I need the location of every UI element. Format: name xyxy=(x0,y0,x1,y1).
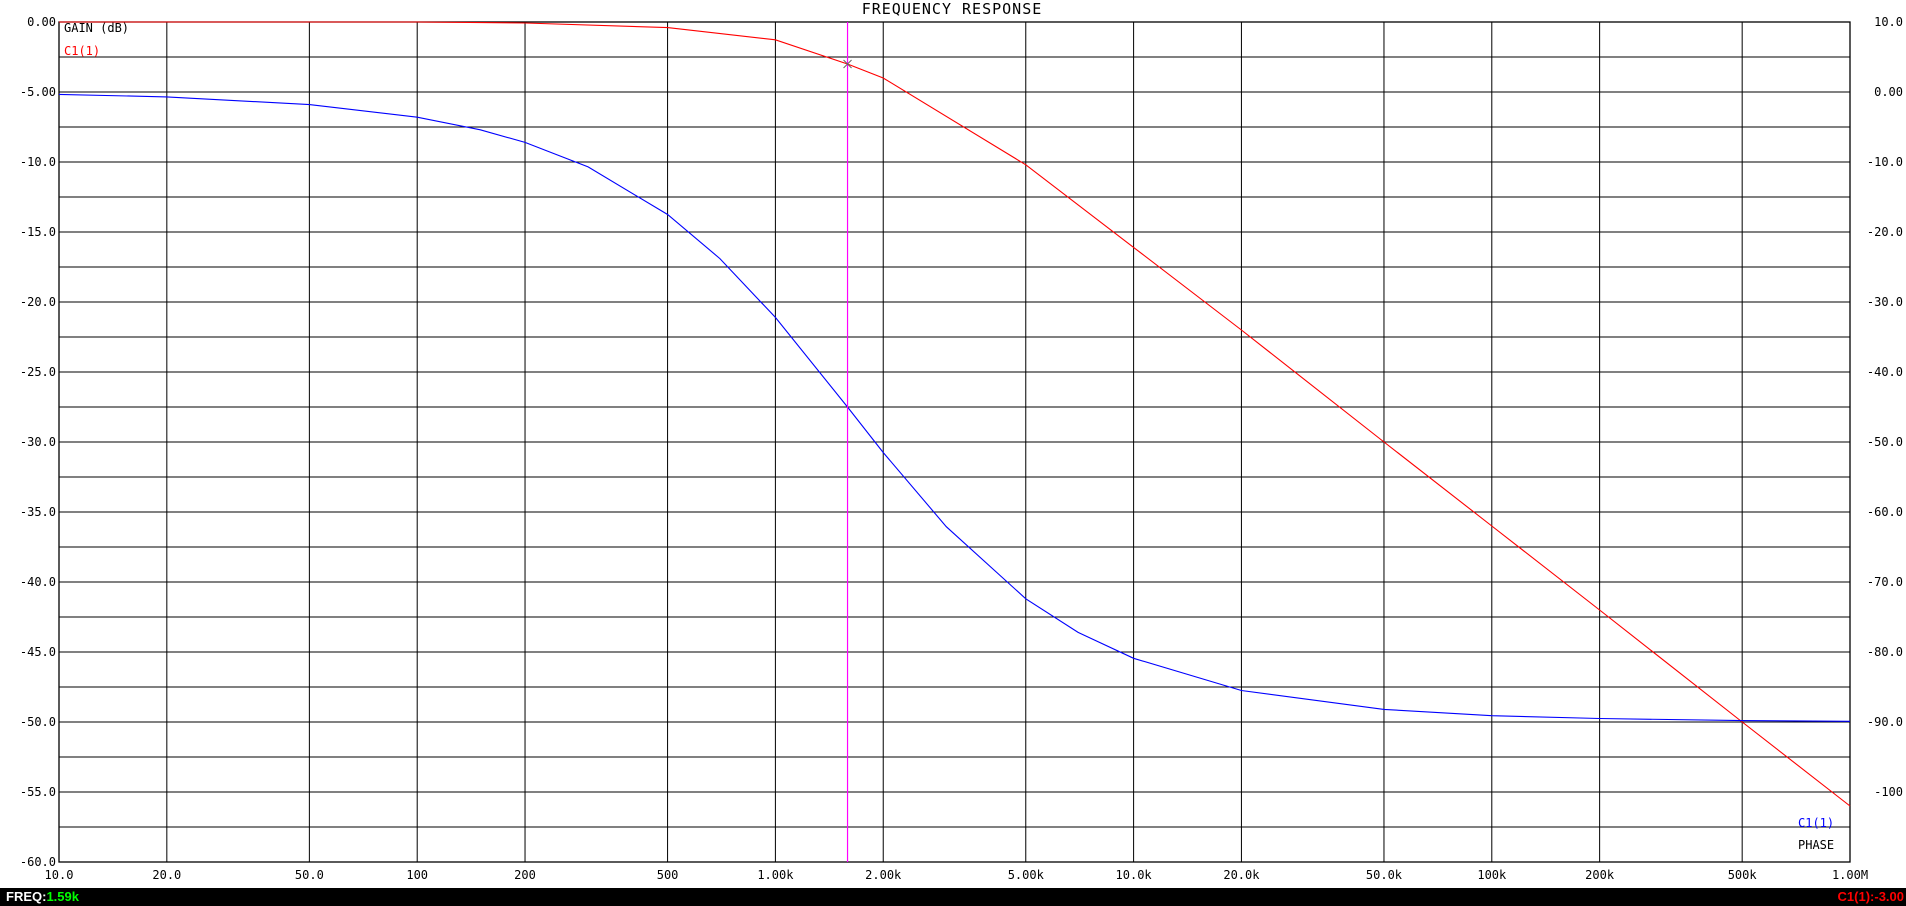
y-left-tick-label: -55.0 xyxy=(20,785,56,799)
y-right-tick-label: 0.00 xyxy=(1874,85,1903,99)
y-left-tick-label: -30.0 xyxy=(20,435,56,449)
y-left-tick-label: -40.0 xyxy=(20,575,56,589)
x-tick-label: 20.0k xyxy=(1223,868,1260,882)
grid-lines xyxy=(58,21,1851,863)
y-left-tick-label: -15.0 xyxy=(20,225,56,239)
freq-value: 1.59k xyxy=(46,889,79,904)
x-tick-label: 20.0 xyxy=(152,868,181,882)
cursor[interactable] xyxy=(843,22,852,862)
cursor-frequency-readout: FREQ:1.59k xyxy=(6,888,79,906)
phase-series-line xyxy=(58,93,1851,722)
x-tick-label: 100 xyxy=(406,868,428,882)
x-tick-label: 50.0 xyxy=(295,868,324,882)
y-left-tick-label: 0.00 xyxy=(27,15,56,29)
cursor-probe-readout: C1(1):-3.00 xyxy=(1838,888,1904,906)
x-tick-label: 50.0k xyxy=(1366,868,1403,882)
x-tick-label: 100k xyxy=(1477,868,1507,882)
y-right-tick-label: -80.0 xyxy=(1867,645,1903,659)
status-bar: FREQ:1.59k C1(1):-3.00 xyxy=(0,888,1906,906)
y-left-tick-label: -20.0 xyxy=(20,295,56,309)
x-tick-label: 10.0k xyxy=(1116,868,1153,882)
probe-value: -3.00 xyxy=(1874,889,1904,904)
x-tick-label: 10.0 xyxy=(45,868,74,882)
y-left-tick-label: -45.0 xyxy=(20,645,56,659)
freq-label: FREQ: xyxy=(6,889,47,904)
x-tick-label: 1.00k xyxy=(757,868,794,882)
y-right-tick-label: 10.0 xyxy=(1874,15,1903,29)
y-left-tick-label: -60.0 xyxy=(20,855,56,869)
x-tick-label: 5.00k xyxy=(1008,868,1045,882)
y-left-tick-label: -5.00 xyxy=(20,85,56,99)
y-right-tick-label: -50.0 xyxy=(1867,435,1903,449)
legend-phase-series-label: C1(1) xyxy=(1798,816,1834,830)
x-tick-label: 1.00M xyxy=(1832,868,1868,882)
cursor-marker xyxy=(843,59,852,69)
y-right-tick-label: -40.0 xyxy=(1867,365,1903,379)
y-left-tick-label: -25.0 xyxy=(20,365,56,379)
y-right-tick-label: -60.0 xyxy=(1867,505,1903,519)
x-tick-label: 2.00k xyxy=(865,868,902,882)
y-right-tick-label: -70.0 xyxy=(1867,575,1903,589)
x-tick-label: 200k xyxy=(1585,868,1615,882)
y-left-tick-label: -50.0 xyxy=(20,715,56,729)
chart-title: FREQUENCY RESPONSE xyxy=(862,0,1043,18)
y-right-tick-label: -30.0 xyxy=(1867,295,1903,309)
x-tick-label: 500k xyxy=(1728,868,1758,882)
y-left-axis-label: GAIN (dB) xyxy=(64,21,129,35)
probe-label: C1(1): xyxy=(1837,889,1875,904)
x-tick-label: 500 xyxy=(657,868,679,882)
y-left-tick-label: -10.0 xyxy=(20,155,56,169)
y-right-tick-label: -20.0 xyxy=(1867,225,1903,239)
y-right-axis-label: PHASE xyxy=(1798,838,1834,852)
gain-series-line xyxy=(59,21,1851,807)
axis-labels: 10.0 20.0 50.0 100 200 500 1.00k 2.00k 5.00k 10.0… xyxy=(20,15,1903,882)
legend-gain-series-label: C1(1) xyxy=(64,44,100,58)
data-series xyxy=(58,21,1851,807)
y-right-tick-label: -100 xyxy=(1874,785,1903,799)
y-right-tick-label: -90.0 xyxy=(1867,715,1903,729)
y-left-tick-label: -35.0 xyxy=(20,505,56,519)
x-tick-label: 200 xyxy=(514,868,536,882)
y-right-tick-label: -10.0 xyxy=(1867,155,1903,169)
